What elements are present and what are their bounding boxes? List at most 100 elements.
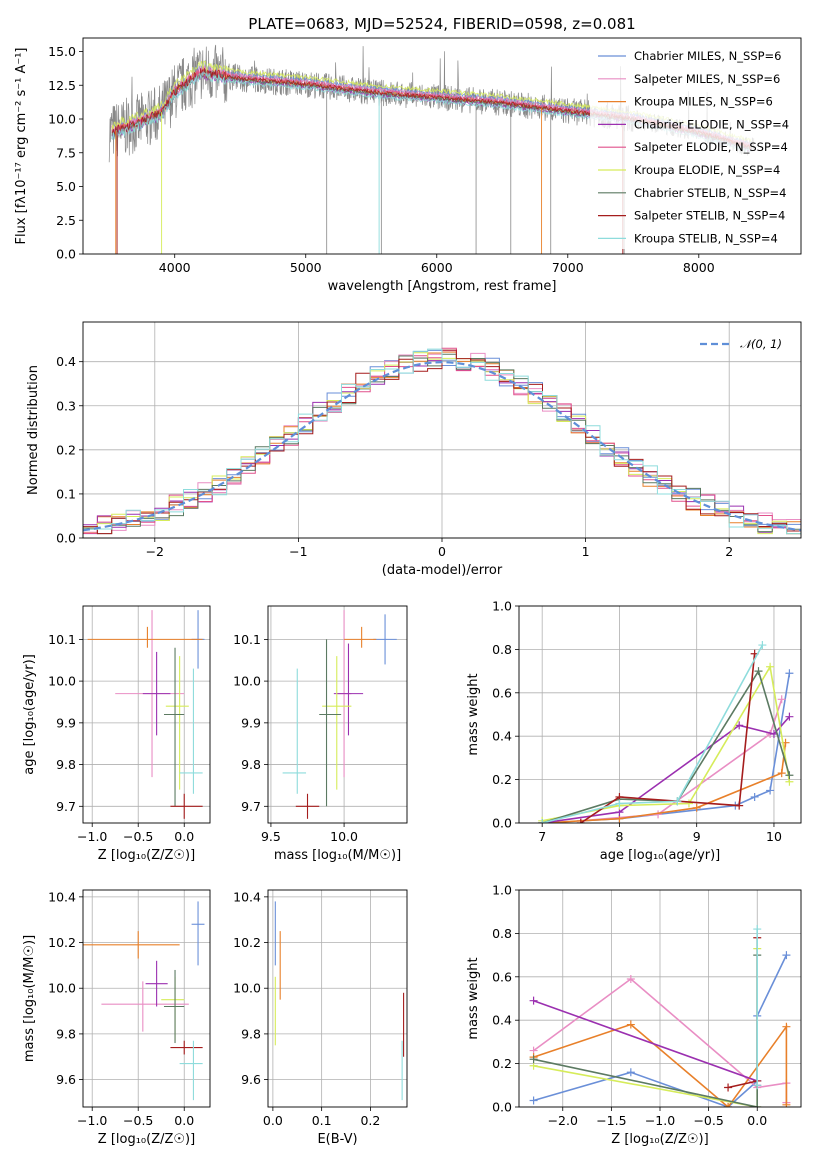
y-tick-label: 5.0 — [56, 179, 76, 194]
y-tick-label: 9.8 — [56, 757, 76, 772]
x-tick-label: −1.0 — [77, 1113, 107, 1128]
grid — [519, 605, 801, 824]
panel-age_vs_Z: −1.0 −0.5 0.0 9.7 9.8 9.9 10.0 10.1 Z [log₁₀(Z/Z… — [22, 605, 211, 863]
legend-label: Chabrier ELODIE, N_SSP=4 — [634, 117, 789, 131]
plot-area — [83, 347, 801, 535]
y-tick-label: 0.8 — [492, 926, 512, 941]
y-tick-label: 9.6 — [241, 1072, 261, 1087]
y-axis-label: Normed distribution — [26, 365, 41, 495]
y-tick-label: 0.2 — [492, 772, 512, 787]
y-axis-label: Flux [fλ10⁻¹⁷ erg cm⁻² s⁻¹ A⁻¹] — [14, 48, 29, 245]
y-tick-label: 0.4 — [56, 354, 76, 369]
series-line — [727, 937, 758, 1089]
legend-box — [590, 43, 796, 249]
series-marker — [754, 667, 763, 676]
x-axis-label: Z [log₁₀(Z/Z☉)] — [98, 1132, 195, 1147]
y-tick-label: 0.1 — [56, 486, 76, 501]
x-tick-label: 8000 — [683, 260, 715, 275]
x-tick-label: 1 — [582, 544, 590, 559]
y-tick-label: 0.3 — [56, 398, 76, 413]
plot-area — [529, 925, 791, 1107]
legend: 𝒩(0, 1) — [700, 337, 782, 351]
chart-title: PLATE=0683, MJD=52524, FIBERID=0598, z=0… — [248, 15, 635, 33]
plot-area — [87, 610, 205, 819]
point-chabrier_stelib — [163, 969, 185, 1044]
series-marker — [735, 801, 744, 810]
legend-label: Salpeter MILES, N_SSP=6 — [634, 72, 780, 86]
series-marker — [692, 803, 701, 812]
axes-frame — [267, 605, 408, 824]
legend-label: Chabrier MILES, N_SSP=6 — [634, 49, 781, 63]
series-line — [580, 673, 791, 822]
series-kroupa_miles — [529, 1020, 791, 1107]
panel-weight_vs_age: 7 8 9 10 0.0 0.2 0.4 0.6 0.8 1.0 age [log₁₀(age/yr… — [466, 599, 802, 863]
y-tick-label: 10.1 — [48, 632, 76, 647]
series-marker — [777, 769, 786, 778]
y-tick-label: 0.0 — [492, 816, 512, 831]
axes: 4000 5000 6000 7000 8000 0.0 2.5 5.0 7.5 10.0 12.5… — [14, 37, 802, 294]
legend-label: Salpeter STELIB, N_SSP=4 — [634, 209, 785, 223]
series-marker — [753, 1103, 762, 1107]
x-tick-label: 4000 — [159, 260, 191, 275]
panel-residuals: −2 −1 0 1 2 0.0 0.1 0.2 0.3 0.4 (data-model)/error… — [26, 321, 802, 578]
legend-label: Kroupa STELIB, N_SSP=4 — [634, 231, 778, 245]
series-line — [542, 644, 764, 823]
series-marker — [615, 799, 624, 808]
legend-label: Kroupa MILES, N_SSP=6 — [634, 95, 773, 109]
series-marker — [538, 819, 547, 823]
x-tick-label: 0.0 — [263, 1113, 283, 1128]
y-tick-label: 2.5 — [56, 213, 76, 228]
y-tick-label: 9.9 — [241, 715, 261, 730]
point-chabrier_stelib — [319, 639, 342, 807]
series-kroupa_stelib — [753, 925, 762, 1090]
x-tick-label: 10 — [766, 829, 782, 844]
series-marker — [753, 925, 762, 934]
x-axis-label: wavelength [Angstrom, rest frame] — [328, 279, 557, 294]
y-tick-label: 9.6 — [56, 1072, 76, 1087]
x-tick-label: 0.0 — [747, 1113, 767, 1128]
x-tick-label: 8 — [615, 829, 623, 844]
series-line — [533, 955, 758, 1107]
y-tick-label: 10.0 — [48, 674, 76, 689]
y-tick-label: 10.2 — [48, 935, 76, 950]
y-tick-label: 10.0 — [233, 674, 261, 689]
y-tick-label: 9.8 — [56, 1026, 76, 1041]
point-salpeter_stelib — [170, 793, 203, 819]
legend: Chabrier MILES, N_SSP=6 Salpeter MILES, N… — [590, 43, 796, 249]
grid — [83, 606, 210, 823]
axes-frame — [82, 889, 211, 1108]
x-tick-label: 0 — [438, 544, 446, 559]
series-marker — [529, 996, 538, 1005]
series-marker — [750, 792, 759, 801]
series-marker — [626, 1020, 635, 1029]
x-tick-label: 9 — [693, 829, 701, 844]
grid — [83, 890, 210, 1107]
x-tick-label: −2.0 — [548, 1113, 578, 1128]
series-marker — [766, 786, 775, 795]
series-marker — [626, 974, 635, 983]
axes-frame — [82, 605, 211, 824]
series-marker — [576, 819, 585, 823]
y-tick-label: 0.6 — [492, 969, 512, 984]
legend-label: Salpeter ELODIE, N_SSP=4 — [634, 140, 788, 154]
hist-kroupa_stelib — [83, 348, 801, 535]
y-tick-label: 15.0 — [48, 44, 76, 59]
point-chabrier_elodie — [333, 643, 364, 736]
series-salpeter_stelib — [576, 649, 759, 823]
y-tick-label: 0.0 — [56, 531, 76, 546]
legend-label: 𝒩(0, 1) — [740, 337, 782, 351]
y-tick-label: 9.7 — [241, 799, 261, 814]
series-marker — [782, 1100, 791, 1107]
axes-frame — [82, 37, 802, 255]
y-tick-label: 9.7 — [56, 799, 76, 814]
point-kroupa_stelib — [179, 668, 203, 794]
y-axis-label: mass weight — [466, 957, 481, 1039]
x-tick-label: −2 — [146, 544, 164, 559]
y-tick-label: 7.5 — [56, 145, 76, 160]
y-tick-label: 0.4 — [492, 1013, 512, 1028]
axes: −2 −1 0 1 2 0.0 0.1 0.2 0.3 0.4 (data-model)/error… — [26, 321, 802, 578]
y-tick-label: 0.8 — [492, 642, 512, 657]
y-tick-label: 10.1 — [233, 632, 261, 647]
legend-label: Chabrier STELIB, N_SSP=4 — [634, 186, 786, 200]
